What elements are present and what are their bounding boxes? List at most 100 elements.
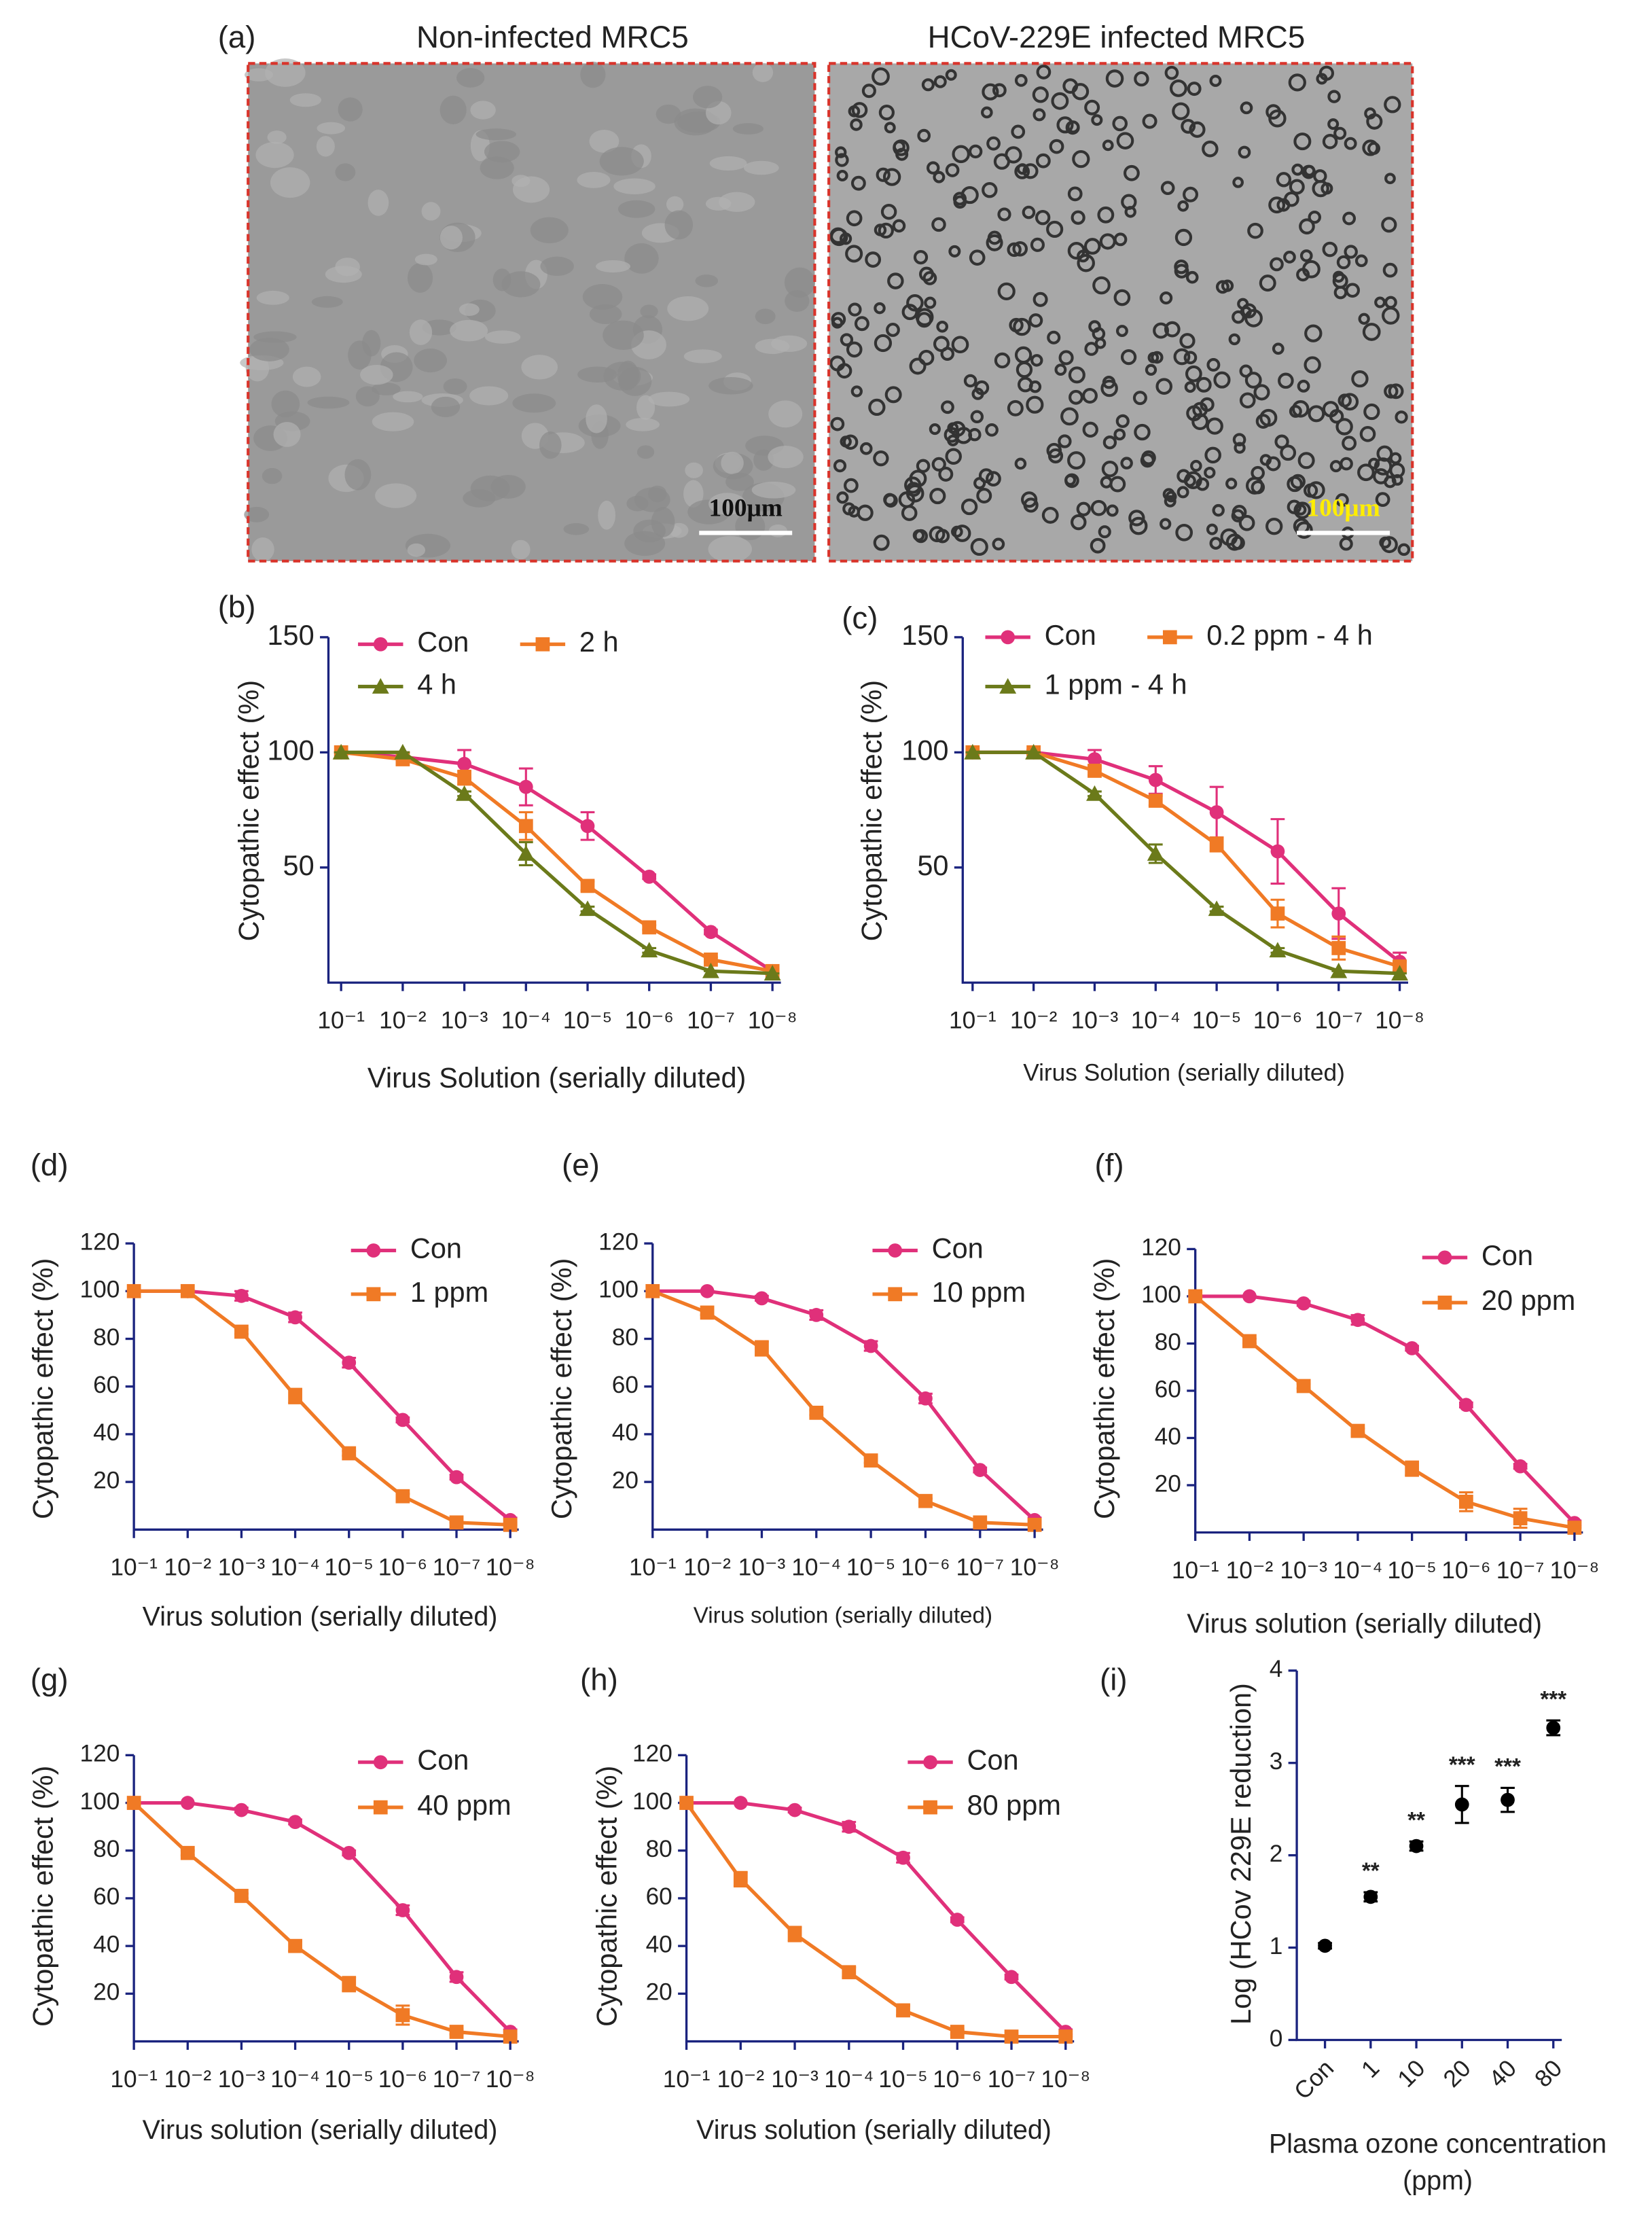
legend-label: Con: [417, 626, 469, 658]
x-tick-label: 10⁻¹: [110, 1555, 158, 1581]
panel-label: (c): [842, 601, 878, 635]
x-tick-label: 10⁻⁶: [1441, 1557, 1490, 1584]
marker: [700, 1305, 715, 1320]
cell: [969, 249, 986, 266]
cell: [421, 202, 441, 221]
cell: [1014, 457, 1027, 470]
marker: [1269, 942, 1287, 958]
cell: [1058, 350, 1074, 366]
marker: [787, 1803, 802, 1817]
y-tick-label: 20: [1155, 1470, 1181, 1497]
cell: [1359, 426, 1376, 442]
cell: [1366, 113, 1383, 130]
marker: [1409, 1839, 1424, 1853]
cell: [909, 357, 927, 375]
marker: [580, 819, 595, 834]
cell: [1228, 333, 1241, 346]
cell: [450, 319, 488, 342]
cell: [970, 410, 984, 424]
cell: [1231, 535, 1245, 550]
cell: [721, 451, 744, 474]
cell: [1344, 137, 1357, 150]
cell: [1183, 351, 1198, 365]
cell: [992, 537, 1005, 551]
marker: [1405, 1461, 1420, 1476]
cell: [480, 156, 514, 179]
cell: [1238, 514, 1255, 531]
cell: [929, 526, 946, 543]
cell: [1209, 75, 1222, 87]
marker: [518, 819, 533, 834]
significance: ***: [1494, 1754, 1521, 1779]
x-tick-label: 10⁻⁴: [1333, 1557, 1382, 1584]
series-line: [972, 750, 1401, 969]
series-line: [1195, 1294, 1576, 1525]
marker: [518, 779, 533, 794]
cell: [1100, 379, 1118, 397]
cell: [470, 475, 510, 501]
legend-label: 2 h: [579, 626, 619, 658]
cell: [1090, 499, 1107, 516]
cell: [986, 471, 1001, 487]
cell: [1307, 481, 1325, 499]
cell: [512, 393, 556, 413]
cell: [947, 422, 959, 434]
cell: [265, 58, 306, 87]
cell: [861, 84, 876, 99]
cell: [933, 171, 946, 183]
marker: [457, 756, 471, 771]
panel-label: (i): [1100, 1663, 1128, 1697]
cell: [1035, 153, 1051, 168]
cell: [845, 245, 863, 263]
marker: [1454, 1797, 1469, 1812]
cell: [755, 308, 776, 325]
cell: [952, 145, 970, 164]
x-tick-label: 10⁻⁵: [1192, 1008, 1241, 1034]
x-tick-label: 10⁻⁷: [956, 1555, 1004, 1581]
cell: [1253, 384, 1270, 401]
y-tick-label: 60: [1155, 1376, 1181, 1402]
marker: [372, 678, 389, 694]
marker: [642, 869, 657, 884]
cell: [921, 78, 935, 92]
x-tick-label: 10⁻⁸: [1375, 1008, 1424, 1034]
cell: [835, 146, 847, 158]
y-tick-label: 120: [80, 1741, 120, 1767]
cell: [1022, 163, 1039, 179]
cell: [1174, 228, 1193, 247]
cell: [636, 445, 655, 459]
cell: [1322, 134, 1338, 149]
cell: [874, 224, 887, 236]
marker: [126, 1283, 141, 1298]
x-tick-label: 10⁻⁵: [846, 1555, 895, 1581]
marker: [1331, 906, 1346, 921]
marker: [1331, 941, 1346, 955]
cell: [501, 271, 541, 298]
cell: [1151, 351, 1164, 364]
y-tick-label: 60: [646, 1883, 672, 1910]
y-tick-label: 80: [93, 1836, 120, 1862]
cell: [273, 421, 301, 447]
marker: [457, 770, 471, 785]
y-tick-label: 120: [598, 1228, 639, 1255]
cell: [603, 320, 644, 350]
cell: [1064, 473, 1079, 489]
cell: [1339, 537, 1353, 551]
marker: [1350, 1313, 1365, 1328]
cell: [1342, 436, 1357, 451]
cell: [1336, 255, 1351, 270]
cell: [1244, 308, 1263, 327]
marker: [842, 1819, 857, 1834]
cell: [865, 251, 882, 268]
cell: [768, 445, 804, 469]
cell: [511, 539, 531, 560]
cell: [1373, 468, 1389, 484]
cell: [1259, 454, 1272, 466]
x-axis-label: Virus Solution (serially diluted): [1023, 1059, 1345, 1086]
cell: [1088, 320, 1101, 333]
cell: [1120, 457, 1133, 469]
marker: [918, 1493, 933, 1508]
x-tick-label: 10⁻⁴: [1131, 1008, 1181, 1034]
cell: [1341, 393, 1359, 411]
cell: [968, 144, 983, 159]
